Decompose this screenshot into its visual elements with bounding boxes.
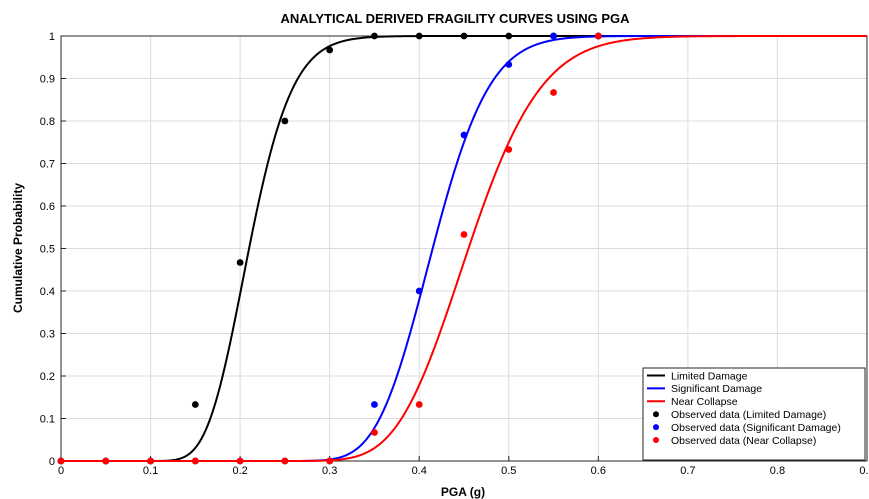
x-tick-label: 0.2 xyxy=(232,465,247,477)
y-tick-label: 0.9 xyxy=(40,74,55,86)
observed-point xyxy=(415,401,423,408)
observed-point xyxy=(460,231,468,238)
y-axis-ticks: 0 0.1 0.2 0.3 0.4 0.5 0.6 0.7 0.8 0.9 1 xyxy=(40,31,66,468)
observed-point xyxy=(371,401,378,408)
observed-point xyxy=(550,89,557,96)
x-tick-label: 0.4 xyxy=(412,465,427,477)
x-tick-label: 0.1 xyxy=(143,465,158,477)
y-tick-label: 0.4 xyxy=(40,286,55,298)
observed-point xyxy=(57,457,65,465)
legend-entry-label: Observed data (Limited Damage) xyxy=(671,409,826,421)
observed-point xyxy=(415,287,423,295)
observed-point xyxy=(505,61,513,68)
observed-point xyxy=(281,117,289,125)
observed-point xyxy=(236,457,244,465)
y-tick-label: 0 xyxy=(49,456,55,468)
observed-point xyxy=(191,457,199,465)
x-tick-label: 0.7 xyxy=(680,465,695,477)
y-tick-label: 0.5 xyxy=(40,244,55,256)
legend-entry-label: Significant Damage xyxy=(671,383,762,395)
points-observed-data-near-collapse xyxy=(57,32,602,465)
x-tick-label: 0.8 xyxy=(770,465,785,477)
observed-point xyxy=(460,131,468,139)
observed-point xyxy=(460,32,468,40)
legend-box xyxy=(642,367,866,461)
x-axis-label: PGA (g) xyxy=(441,485,485,499)
observed-point xyxy=(505,32,513,40)
observed-point xyxy=(281,457,289,465)
observed-point xyxy=(102,457,110,465)
legend-entry-label: Near Collapse xyxy=(671,396,738,408)
x-tick-label: 0.3 xyxy=(322,465,337,477)
legend-entry-label: Limited Damage xyxy=(671,370,748,382)
y-tick-label: 1 xyxy=(49,31,55,43)
observed-point xyxy=(326,46,334,54)
y-tick-label: 0.8 xyxy=(40,116,55,128)
observed-point xyxy=(371,32,378,40)
observed-point xyxy=(594,32,602,40)
observed-point xyxy=(236,259,244,266)
x-tick-label: 0 xyxy=(58,465,64,477)
legend-marker-swatch xyxy=(653,411,659,418)
legend-marker-swatch xyxy=(653,424,659,431)
x-tick-label: 0.5 xyxy=(501,465,516,477)
y-axis-label: Cumulative Probability xyxy=(11,183,25,313)
observed-point xyxy=(326,457,334,465)
chart-title: ANALYTICAL DERIVED FRAGILITY CURVES USIN… xyxy=(280,11,630,26)
y-tick-label: 0.3 xyxy=(40,329,55,341)
legend-entry-label: Observed data (Near Collapse) xyxy=(671,435,816,447)
y-tick-label: 0.6 xyxy=(40,201,55,213)
observed-point xyxy=(505,146,513,153)
x-tick-label: 0.9 xyxy=(859,465,869,477)
legend-entry-label: Observed data (Significant Damage) xyxy=(671,422,841,434)
x-tick-label: 0.6 xyxy=(591,465,606,477)
legend-marker-swatch xyxy=(653,437,659,443)
y-tick-label: 0.1 xyxy=(40,414,55,426)
y-tick-label: 0.2 xyxy=(40,371,55,383)
observed-point xyxy=(147,457,154,465)
observed-point xyxy=(550,32,557,40)
observed-point xyxy=(191,401,199,408)
observed-points xyxy=(57,32,602,465)
observed-point xyxy=(371,429,378,436)
observed-point xyxy=(415,32,423,40)
y-tick-label: 0.7 xyxy=(40,159,55,171)
